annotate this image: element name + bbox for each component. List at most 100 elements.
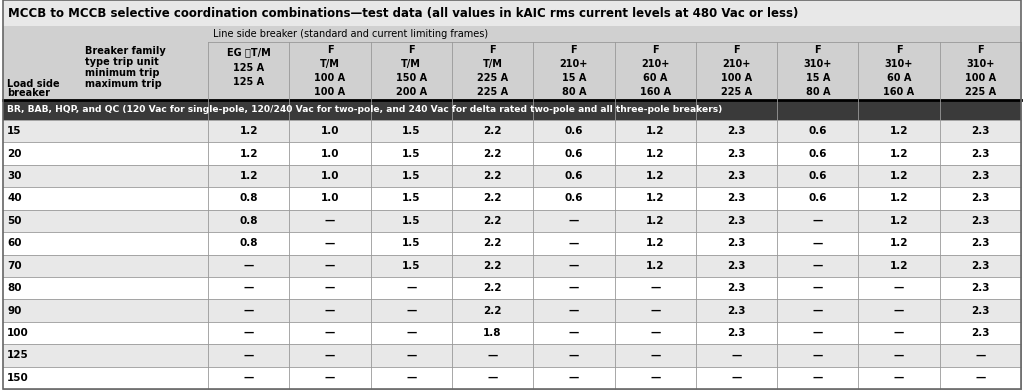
Text: 0.6: 0.6 [809,194,827,203]
Text: F: F [652,45,658,55]
Text: 160 A: 160 A [640,87,671,97]
Text: —: — [813,373,823,383]
Text: —: — [568,350,579,361]
Text: —: — [568,216,579,226]
Text: 100: 100 [7,328,29,338]
Text: —: — [325,238,335,248]
Text: 2.2: 2.2 [483,171,502,181]
Text: 80: 80 [7,283,22,293]
Text: 100 A: 100 A [965,73,996,83]
Text: 2.3: 2.3 [971,216,989,226]
Text: 100 A: 100 A [721,73,752,83]
Text: F: F [977,45,984,55]
Text: 2.3: 2.3 [971,305,989,316]
Text: —: — [975,350,985,361]
Text: 225 A: 225 A [477,73,508,83]
Text: —: — [244,350,254,361]
Text: minimum trip: minimum trip [85,68,160,78]
Text: 30: 30 [7,171,22,181]
Text: —: — [813,261,823,271]
Text: —: — [325,216,335,226]
Text: MCCB to MCCB selective coordination combinations—test data (all values in kAIC r: MCCB to MCCB selective coordination comb… [8,7,799,20]
Bar [3,187,1021,210]
Text: —: — [325,305,335,316]
Text: 2.3: 2.3 [727,216,745,226]
Text: —: — [244,261,254,271]
Text: —: — [568,238,579,248]
Text: —: — [568,261,579,271]
Text: breaker: breaker [7,88,50,98]
Text: 225 A: 225 A [477,87,508,97]
Text: 80 A: 80 A [561,87,586,97]
Text: 90: 90 [7,305,22,316]
Text: 1.2: 1.2 [646,238,665,248]
Text: —: — [975,373,985,383]
Text: Line side breaker (standard and current limiting frames): Line side breaker (standard and current … [213,29,488,39]
Text: 2.3: 2.3 [971,328,989,338]
Bar [3,232,1021,255]
Bar [3,322,1021,344]
Text: T/M: T/M [482,59,503,69]
Text: —: — [813,328,823,338]
Bar [3,277,1021,300]
Text: —: — [650,283,660,293]
Bar [3,120,1021,142]
Text: 1.0: 1.0 [321,126,339,136]
Text: 0.8: 0.8 [240,238,258,248]
Text: 1.5: 1.5 [402,216,421,226]
Text: 1.5: 1.5 [402,238,421,248]
Text: 100 A: 100 A [314,73,345,83]
Text: —: — [650,305,660,316]
Text: 1.2: 1.2 [646,261,665,271]
Text: maximum trip: maximum trip [85,79,162,89]
Text: —: — [325,261,335,271]
Text: 310+: 310+ [804,59,831,69]
Text: —: — [487,350,498,361]
Text: 1.2: 1.2 [890,261,908,271]
Text: 1.2: 1.2 [890,149,908,159]
Text: F: F [814,45,821,55]
Text: 1.2: 1.2 [890,194,908,203]
Text: —: — [244,305,254,316]
Text: 2.2: 2.2 [483,216,502,226]
Text: 2.2: 2.2 [483,305,502,316]
Text: 150: 150 [7,373,29,383]
Text: 1.5: 1.5 [402,149,421,159]
Text: 2.2: 2.2 [483,149,502,159]
Text: T/M: T/M [401,59,421,69]
Text: Load side: Load side [7,79,59,89]
Text: 1.2: 1.2 [646,171,665,181]
Text: 1.2: 1.2 [240,149,258,159]
Text: 1.2: 1.2 [646,216,665,226]
Text: 15 A: 15 A [561,73,586,83]
Text: —: — [407,283,417,293]
Text: 225 A: 225 A [965,87,996,97]
Text: 125: 125 [7,350,29,361]
Text: 100 A: 100 A [314,87,345,97]
Text: 2.3: 2.3 [971,238,989,248]
Text: 310+: 310+ [967,59,994,69]
Text: F: F [896,45,902,55]
Text: 0.6: 0.6 [564,194,583,203]
Text: 2.3: 2.3 [971,126,989,136]
Text: 1.2: 1.2 [646,194,665,203]
Text: —: — [568,373,579,383]
Bar [3,0,1021,26]
Text: 1.8: 1.8 [483,328,502,338]
Text: —: — [650,350,660,361]
Text: 80 A: 80 A [806,87,830,97]
Bar [3,42,208,100]
Text: 225 A: 225 A [721,87,752,97]
Bar [3,142,1021,165]
Text: —: — [894,283,904,293]
Text: —: — [244,373,254,383]
Text: Breaker family: Breaker family [85,46,166,56]
Text: —: — [731,373,741,383]
Text: —: — [568,283,579,293]
Text: 1.2: 1.2 [890,238,908,248]
Text: —: — [325,373,335,383]
Text: 2.2: 2.2 [483,194,502,203]
Text: 150 A: 150 A [395,73,427,83]
Text: 1.2: 1.2 [890,126,908,136]
Text: 2.3: 2.3 [727,305,745,316]
